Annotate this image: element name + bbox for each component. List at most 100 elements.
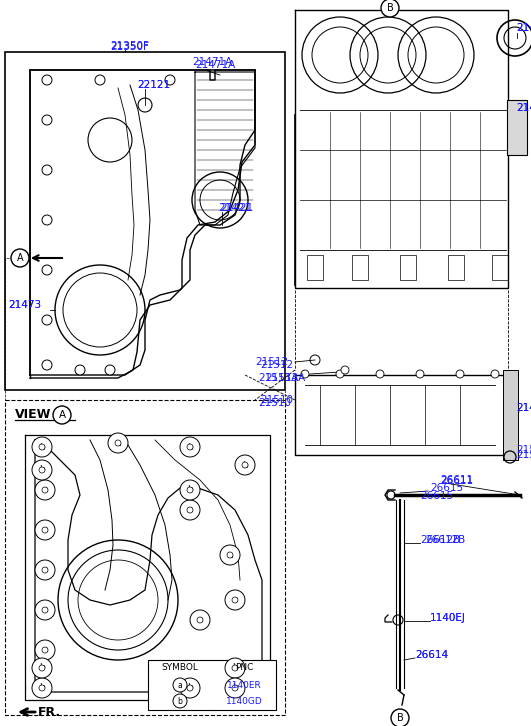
Circle shape (105, 365, 115, 375)
Text: a: a (42, 566, 48, 574)
Circle shape (180, 480, 200, 500)
Circle shape (235, 455, 255, 475)
Circle shape (165, 75, 175, 85)
Text: VIEW: VIEW (15, 409, 52, 422)
Circle shape (108, 433, 128, 453)
Circle shape (301, 370, 309, 378)
Circle shape (187, 444, 193, 450)
Text: b: b (187, 443, 193, 452)
Circle shape (42, 215, 52, 225)
Circle shape (115, 440, 121, 446)
Circle shape (35, 480, 55, 500)
Text: 21350F: 21350F (110, 42, 149, 52)
Circle shape (42, 265, 52, 275)
Text: 21443: 21443 (516, 23, 531, 33)
Circle shape (95, 75, 105, 85)
Circle shape (32, 460, 52, 480)
Text: 21414: 21414 (516, 103, 531, 113)
Bar (352, 255, 368, 280)
Text: FR.: FR. (38, 706, 61, 719)
Text: 21451B: 21451B (516, 403, 531, 413)
Circle shape (35, 640, 55, 660)
Circle shape (225, 590, 245, 610)
Text: a: a (42, 526, 48, 534)
Text: 22121: 22121 (137, 80, 170, 90)
Text: 21510: 21510 (258, 398, 291, 408)
Circle shape (173, 678, 187, 692)
Circle shape (42, 607, 48, 613)
Circle shape (190, 610, 210, 630)
Text: 1140EJ: 1140EJ (430, 613, 466, 623)
Circle shape (232, 685, 238, 691)
Text: b: b (232, 664, 238, 672)
Circle shape (39, 444, 45, 450)
Circle shape (242, 462, 248, 468)
Text: 21513A: 21513A (258, 373, 298, 383)
Text: B: B (387, 3, 393, 13)
Text: 21471A: 21471A (195, 60, 235, 70)
Text: SYMBOL: SYMBOL (161, 664, 199, 672)
Circle shape (336, 370, 344, 378)
Text: 21421: 21421 (218, 203, 251, 213)
Circle shape (32, 678, 52, 698)
Text: a: a (227, 550, 233, 560)
Circle shape (42, 165, 52, 175)
Text: b: b (39, 664, 45, 672)
Text: 21471A: 21471A (192, 57, 232, 67)
Text: b: b (232, 683, 238, 693)
Text: PNC: PNC (235, 664, 253, 672)
Circle shape (180, 437, 200, 457)
Text: b: b (187, 683, 193, 693)
Circle shape (416, 370, 424, 378)
Text: 26615: 26615 (420, 491, 453, 501)
Text: 21516A: 21516A (516, 450, 531, 460)
Circle shape (42, 647, 48, 653)
Text: b: b (187, 486, 193, 494)
Circle shape (173, 694, 187, 708)
Circle shape (39, 685, 45, 691)
Text: 21421: 21421 (220, 203, 253, 213)
Text: a: a (187, 505, 193, 515)
Text: 21513A: 21513A (265, 373, 305, 383)
Text: 21414: 21414 (516, 103, 531, 113)
Bar (448, 255, 464, 280)
Text: b: b (39, 443, 45, 452)
Text: A: A (58, 410, 65, 420)
Circle shape (197, 617, 203, 623)
Text: 1140ER: 1140ER (227, 680, 261, 690)
Circle shape (187, 685, 193, 691)
Circle shape (180, 500, 200, 520)
Text: 26611: 26611 (440, 476, 473, 486)
Bar (503, 370, 518, 460)
Circle shape (187, 487, 193, 493)
Text: 26611: 26611 (440, 475, 473, 485)
Bar (492, 255, 508, 280)
Circle shape (35, 520, 55, 540)
Circle shape (11, 249, 29, 267)
Text: 26612B: 26612B (425, 535, 465, 545)
Text: b: b (39, 683, 45, 693)
Text: 21443: 21443 (516, 23, 531, 33)
Text: 26612B: 26612B (420, 535, 460, 545)
Text: a: a (42, 605, 48, 614)
Text: a: a (115, 439, 121, 447)
Bar (5, 400, 285, 715)
Bar (148, 660, 276, 710)
Text: 21350F: 21350F (110, 41, 149, 51)
Circle shape (39, 665, 45, 671)
Circle shape (232, 597, 238, 603)
Text: b: b (39, 465, 45, 475)
Circle shape (35, 560, 55, 580)
Circle shape (32, 658, 52, 678)
Text: a: a (197, 616, 203, 624)
Circle shape (381, 0, 399, 17)
Text: B: B (397, 713, 404, 723)
Text: 22121: 22121 (137, 80, 170, 90)
Circle shape (456, 370, 464, 378)
Text: 21512: 21512 (255, 357, 288, 367)
Text: 1140GD: 1140GD (226, 696, 262, 706)
Text: a: a (178, 680, 182, 690)
Text: 26614: 26614 (415, 650, 448, 660)
Circle shape (225, 678, 245, 698)
Circle shape (42, 487, 48, 493)
